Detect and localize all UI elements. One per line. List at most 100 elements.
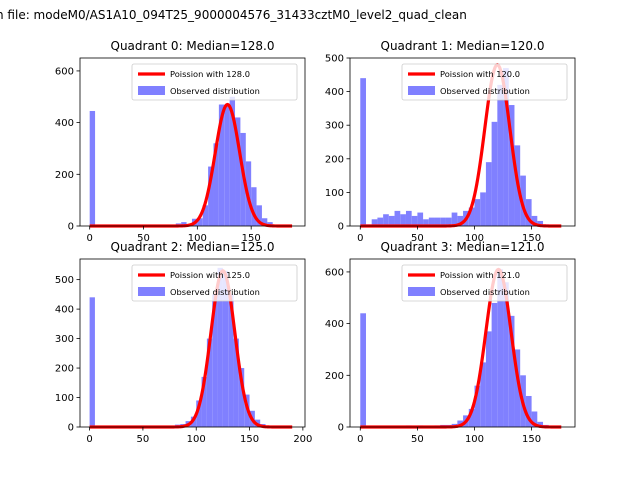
histogram-bar [503, 68, 509, 226]
histogram-bar [197, 218, 203, 226]
legend-observed-label: Observed distribution [170, 287, 260, 297]
y-tick-label: 400 [55, 118, 74, 129]
subplot-title: Quadrant 2: Median=125.0 [111, 240, 275, 254]
x-tick-label: 100 [188, 233, 207, 244]
axes-frame [79, 57, 306, 227]
histogram-bar [491, 302, 498, 427]
histogram-bar [229, 96, 236, 227]
y-tick-label: 100 [325, 188, 344, 199]
histogram-bar [445, 217, 452, 226]
legend-observed-swatch [138, 287, 165, 296]
histogram-bar [208, 166, 214, 226]
histogram-bar [360, 78, 366, 226]
histogram-bar [202, 205, 209, 226]
histogram-bar [503, 282, 509, 427]
histogram-bar [377, 217, 384, 226]
histogram-bar [474, 385, 481, 427]
histogram-bar [201, 376, 207, 427]
legend-box [131, 264, 298, 302]
subplot-2: 0 50 100 150 200 0 100 200 300 400 500 Quadrant 2: … [55, 240, 313, 445]
axes-frame [79, 258, 306, 428]
x-tick-label: 100 [187, 434, 206, 445]
histogram-bar [468, 408, 475, 427]
subplot-title: Quadrant 1: Median=120.0 [381, 39, 545, 53]
y-tick-label: 500 [55, 275, 74, 286]
y-tick-label: 200 [325, 371, 344, 382]
histogram-bar [267, 222, 273, 226]
y-tick-label: 200 [325, 154, 344, 165]
x-tick-label: 100 [465, 233, 484, 244]
histogram-bar [251, 187, 257, 226]
histogram-bar [261, 218, 268, 226]
histogram-bar [537, 220, 544, 226]
legend-observed-label: Observed distribution [440, 86, 530, 96]
y-tick-label: 300 [325, 121, 344, 132]
histogram-bar [497, 269, 504, 427]
legend-observed-label: Observed distribution [170, 86, 260, 96]
x-tick-label: 0 [87, 233, 93, 244]
legend-observed-swatch [408, 86, 435, 95]
legend-box [131, 63, 298, 101]
histogram-bar [474, 199, 481, 226]
y-tick-label: 500 [325, 54, 344, 65]
subplot-3: 0 50 100 150 0 200 400 600 Quadrant 3: Median=12… [325, 240, 576, 445]
legend-observed-swatch [408, 287, 435, 296]
histogram-bar [525, 395, 532, 427]
x-tick-label: 50 [137, 233, 150, 244]
axes-frame [349, 57, 576, 227]
histogram-bar [508, 105, 515, 226]
legend-box [401, 63, 568, 101]
histogram-bar [417, 212, 424, 226]
subplot-title: Quadrant 0: Median=128.0 [111, 39, 275, 53]
histogram-bar [238, 368, 245, 427]
legend-observed-swatch [138, 86, 165, 95]
histogram-bar [394, 210, 401, 226]
histogram-bar [531, 411, 538, 427]
histogram-bar [440, 217, 446, 226]
histogram-bar [514, 349, 521, 427]
histogram-bar [224, 104, 230, 226]
histogram-bar [360, 313, 366, 427]
y-tick-label: 600 [55, 66, 74, 77]
subplot-0: 0 50 100 150 0 200 400 600 Quadrant 0: Median=12… [55, 39, 306, 244]
x-tick-label: 150 [522, 233, 541, 244]
histogram-bar [497, 84, 504, 226]
histogram-bar [228, 294, 234, 427]
x-tick-label: 100 [465, 434, 484, 445]
x-tick-label: 150 [522, 434, 541, 445]
histogram-bar [428, 217, 435, 226]
histogram-bar [491, 121, 498, 226]
histogram-bar [457, 215, 464, 226]
histogram-bar [411, 215, 418, 226]
histogram-bar [181, 222, 187, 226]
histogram-bar [89, 110, 96, 226]
histogram-bar [423, 219, 429, 226]
histogram-bar [218, 104, 225, 226]
histogram-bar [383, 214, 389, 226]
y-tick-label: 0 [68, 423, 74, 434]
histogram-bar [400, 214, 406, 226]
histogram-bar [480, 192, 486, 226]
histogram-bar [480, 362, 486, 427]
x-tick-label: 50 [411, 233, 424, 244]
axes-frame [349, 258, 576, 428]
subplot-title: Quadrant 3: Median=121.0 [381, 240, 545, 254]
figure-suptitle: n file: modeM0/AS1A10_094T25_9000004576_… [0, 8, 467, 22]
histogram-bar [206, 338, 213, 427]
histogram-bar [508, 315, 515, 427]
histogram-bar [537, 421, 544, 427]
x-tick-label: 0 [357, 233, 363, 244]
y-tick-label: 600 [325, 267, 344, 278]
y-tick-label: 400 [55, 305, 74, 316]
histogram-bar [388, 215, 395, 226]
y-tick-label: 200 [55, 364, 74, 375]
histogram-bar [235, 117, 241, 226]
histogram-bar [405, 210, 412, 226]
x-tick-label: 0 [357, 434, 363, 445]
histogram-bar [451, 212, 458, 226]
histogram-bar [213, 143, 219, 226]
histogram-bar [531, 215, 538, 226]
histogram-bar [371, 219, 378, 226]
y-tick-label: 0 [338, 222, 344, 233]
histogram-bar [525, 199, 532, 226]
